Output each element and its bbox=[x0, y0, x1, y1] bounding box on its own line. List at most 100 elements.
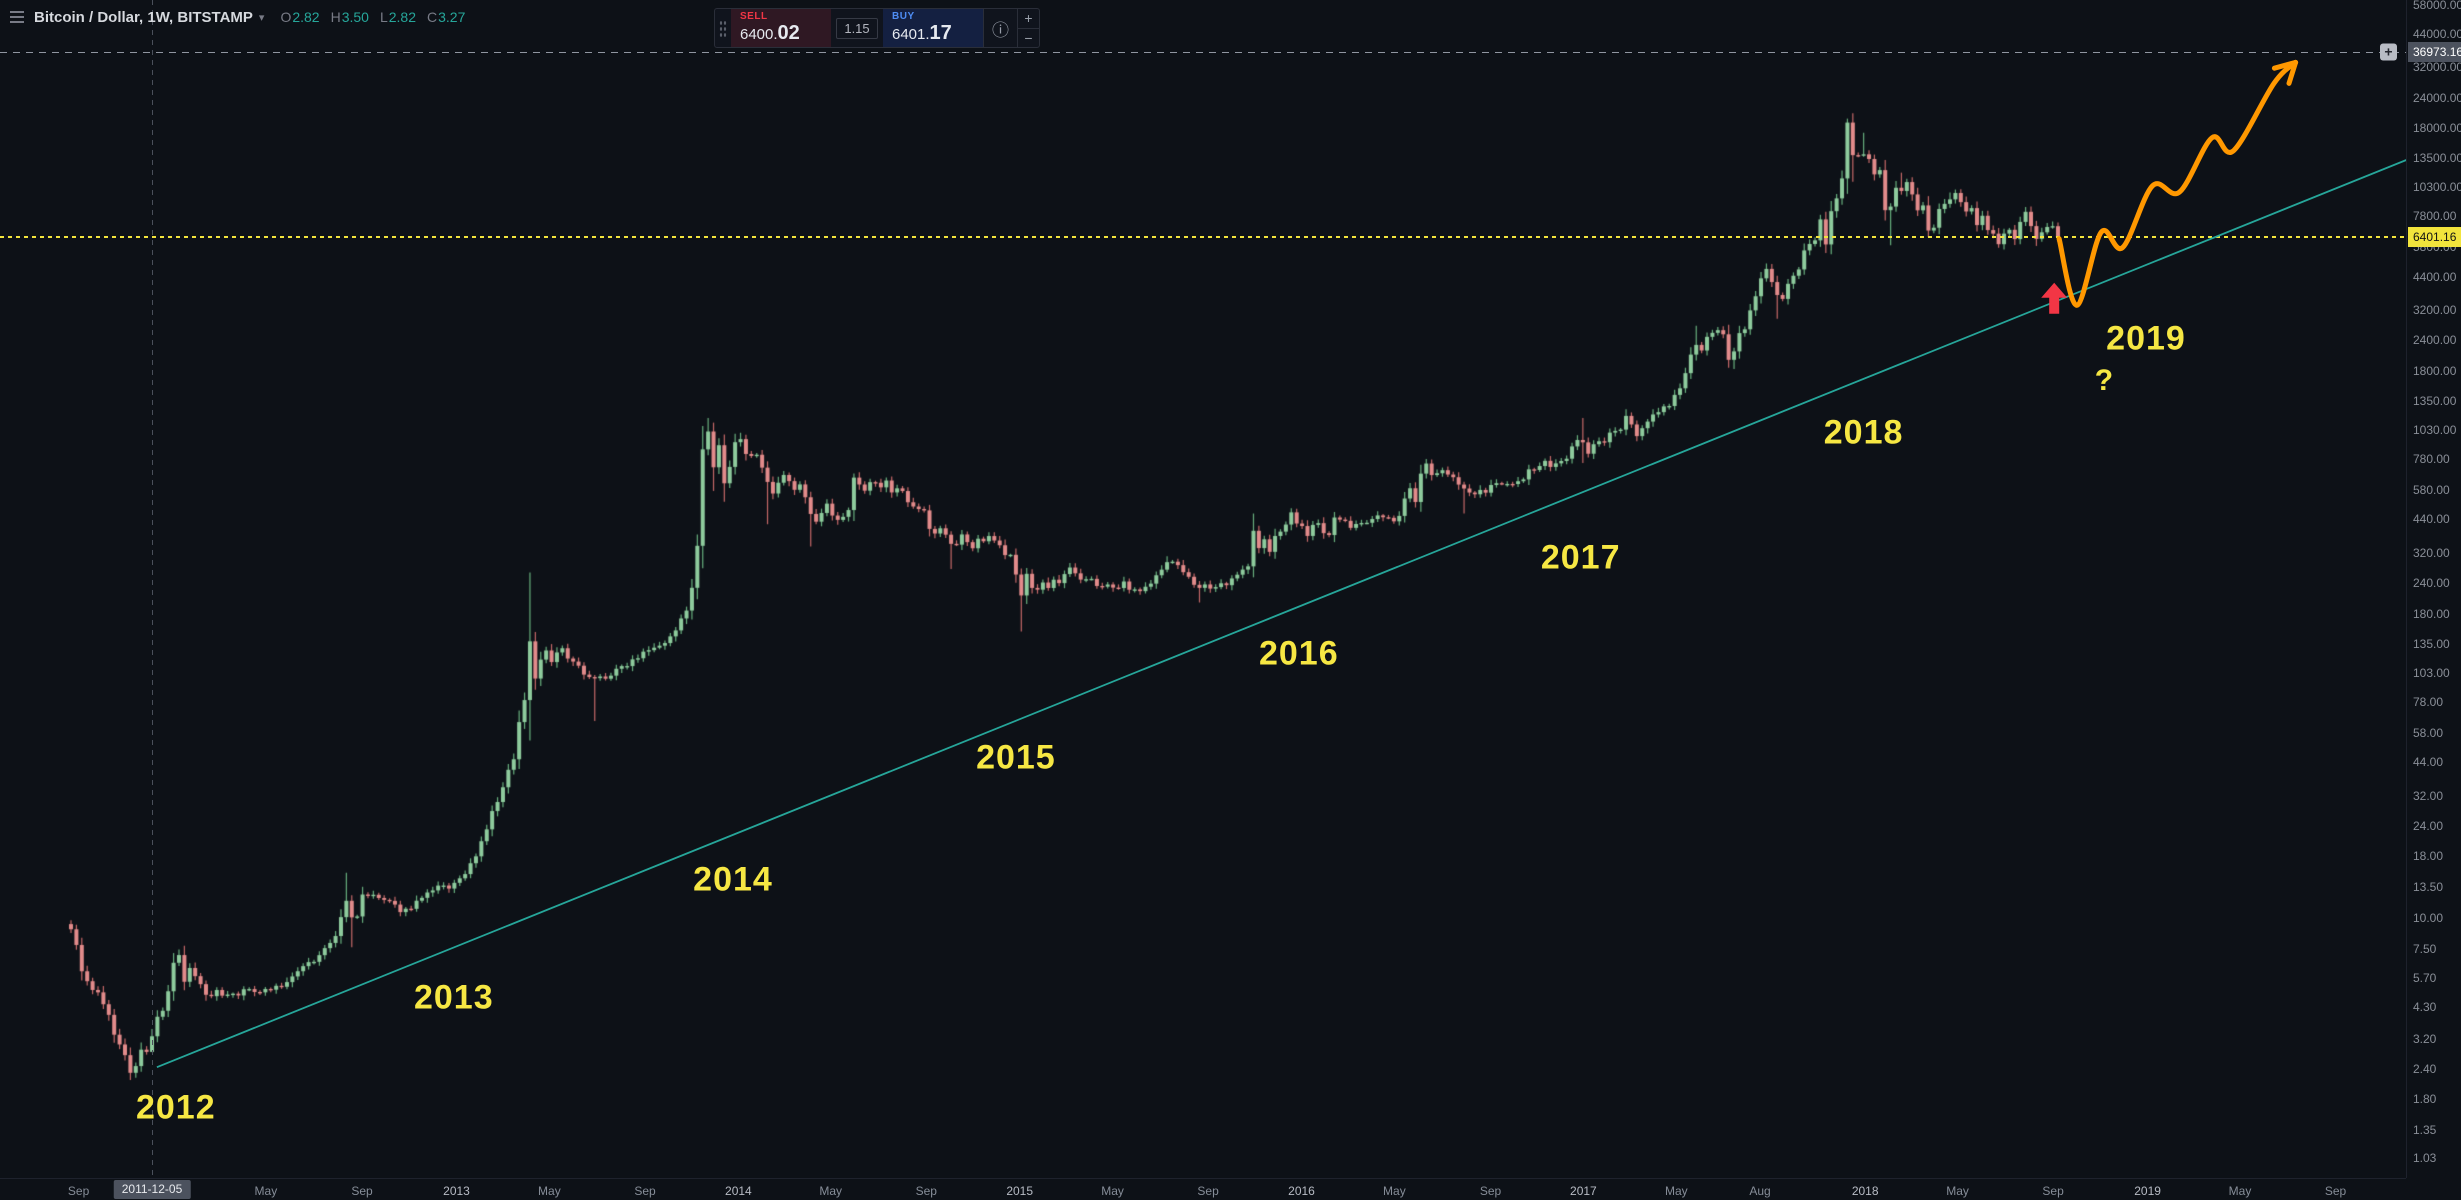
chart-menu-icon[interactable] bbox=[10, 11, 24, 23]
chart-pane[interactable]: + Bitcoin / Dollar, 1W, BITSTAMP ▾ O2.82… bbox=[0, 0, 2406, 1178]
time-axis-tick: May bbox=[819, 1184, 843, 1198]
time-axis-tick: Sep bbox=[2042, 1184, 2064, 1198]
time-axis-tick: 2016 bbox=[1288, 1184, 1315, 1198]
time-axis-tick: May bbox=[538, 1184, 561, 1198]
time-axis-tick: 2019 bbox=[2134, 1184, 2161, 1198]
price-axis-tick: 24000.00 bbox=[2413, 90, 2461, 105]
time-axis-tick: Sep bbox=[915, 1184, 937, 1198]
price-axis-tick: 78.00 bbox=[2413, 694, 2444, 709]
price-axis-tick: 4.30 bbox=[2413, 1000, 2437, 1015]
spread-value: 1.15 bbox=[836, 17, 878, 39]
current-price-line bbox=[0, 236, 2406, 238]
ohlc-high: H3.50 bbox=[330, 9, 369, 25]
time-axis-tick: Sep bbox=[634, 1184, 656, 1198]
ohlc-open: O2.82 bbox=[280, 9, 320, 25]
year-annotation[interactable]: 2013 bbox=[413, 978, 494, 1017]
price-axis-tick: 10300.00 bbox=[2413, 179, 2461, 194]
current-price-label: 6401.16 bbox=[2408, 227, 2461, 247]
price-axis-tick: 1.35 bbox=[2413, 1122, 2437, 1137]
price-axis-tick: 103.00 bbox=[2413, 665, 2450, 680]
sell-label: SELL bbox=[740, 10, 768, 22]
price-axis-tick: 320.00 bbox=[2413, 545, 2450, 560]
price-axis-tick: 3200.00 bbox=[2413, 303, 2457, 318]
time-axis-tick: May bbox=[1101, 1184, 1124, 1198]
time-axis-tick: 2015 bbox=[1006, 1184, 1034, 1198]
time-axis-tick: Sep bbox=[2324, 1184, 2347, 1198]
price-axis-tick: 1.80 bbox=[2413, 1092, 2437, 1107]
trade-widget: SELL 6400.02 1.15 BUY 6401.17 ⓘ + − bbox=[714, 8, 1040, 48]
time-axis-tick: Sep bbox=[1479, 1184, 1502, 1198]
info-icon[interactable]: ⓘ bbox=[983, 9, 1017, 47]
buy-price: 6401.17 bbox=[892, 21, 952, 44]
widget-stepper: + − bbox=[1017, 9, 1039, 47]
price-axis-tick: 2400.00 bbox=[2413, 333, 2457, 348]
projection-arrow[interactable] bbox=[2056, 59, 2299, 308]
year-annotation[interactable]: 2014 bbox=[693, 860, 773, 899]
price-axis-tick: 7800.00 bbox=[2413, 209, 2457, 224]
trendline[interactable] bbox=[156, 138, 2406, 1069]
time-axis[interactable]: 2011-12-05 Sep May Sep 2013 May Sep 2014 May Sep… bbox=[0, 1178, 2406, 1200]
price-axis[interactable]: 36973.16 6401.16 58000.00 44000.00 32000.0… bbox=[2406, 0, 2461, 1178]
price-axis-tick: 1800.00 bbox=[2413, 363, 2457, 378]
price-axis-tick: 4400.00 bbox=[2413, 269, 2457, 284]
chevron-down-icon[interactable]: ▾ bbox=[258, 11, 265, 24]
collapse-minus-button[interactable]: − bbox=[1024, 29, 1033, 46]
projection-arrowhead bbox=[2271, 59, 2299, 71]
sell-price: 6400.02 bbox=[740, 21, 800, 44]
price-axis-tick: 7.50 bbox=[2413, 941, 2437, 956]
horizontal-level-line[interactable] bbox=[0, 52, 2406, 53]
price-axis-tick: 240.00 bbox=[2413, 576, 2450, 591]
ohlc-readout: O2.82 H3.50 L2.82 C3.27 bbox=[280, 9, 465, 25]
time-axis-tick: May bbox=[2228, 1184, 2252, 1198]
time-axis-tick: 2013 bbox=[443, 1184, 470, 1198]
price-axis-tick: 10.00 bbox=[2413, 911, 2444, 926]
symbol-legend: Bitcoin / Dollar, 1W, BITSTAMP ▾ O2.82 H… bbox=[10, 6, 465, 28]
year-annotation[interactable]: 2012 bbox=[135, 1088, 216, 1127]
time-axis-tick: May bbox=[1946, 1184, 1969, 1198]
question-annotation[interactable]: ? bbox=[2094, 364, 2114, 398]
buy-label: BUY bbox=[892, 10, 915, 22]
year-annotation[interactable]: 2019 bbox=[2106, 319, 2186, 358]
annotations-overlay bbox=[156, 59, 2406, 1069]
spread-indicator: 1.15 bbox=[831, 9, 883, 47]
price-axis-tick: 24.00 bbox=[2413, 819, 2444, 834]
price-axis-tick: 58.00 bbox=[2413, 726, 2444, 740]
expand-plus-button[interactable]: + bbox=[1018, 9, 1039, 29]
price-axis-tick: 18000.00 bbox=[2413, 120, 2461, 135]
price-axis-tick: 440.00 bbox=[2413, 512, 2450, 527]
price-axis-tick: 5.70 bbox=[2413, 970, 2437, 985]
price-axis-tick: 580.00 bbox=[2413, 483, 2450, 498]
buy-button[interactable]: BUY 6401.17 bbox=[883, 9, 983, 47]
ohlc-close: C3.27 bbox=[427, 9, 466, 25]
price-axis-tick: 13.50 bbox=[2413, 879, 2444, 894]
up-arrow-marker[interactable] bbox=[2041, 282, 2068, 314]
year-annotation[interactable]: 2016 bbox=[1258, 634, 1339, 673]
time-axis-tick: Sep bbox=[67, 1184, 90, 1198]
price-axis-tick: 58000.00 bbox=[2413, 0, 2461, 12]
price-axis-tick: 180.00 bbox=[2413, 606, 2450, 621]
time-axis-tick: May bbox=[1383, 1184, 1406, 1198]
ohlc-low: L2.82 bbox=[379, 9, 416, 25]
price-axis-tick: 32000.00 bbox=[2413, 60, 2461, 75]
price-level-plus-button[interactable]: + bbox=[2380, 43, 2397, 61]
time-axis-tick: Sep bbox=[1197, 1184, 1219, 1198]
symbol-title[interactable]: Bitcoin / Dollar, 1W, BITSTAMP bbox=[34, 8, 253, 26]
level-price-label: 36973.16 bbox=[2408, 42, 2461, 62]
time-axis-tick: Aug bbox=[1749, 1184, 1771, 1198]
price-axis-tick: 1.03 bbox=[2413, 1151, 2437, 1166]
projection-arrowhead bbox=[2286, 59, 2299, 86]
time-axis-tick: 2017 bbox=[1570, 1184, 1597, 1198]
drag-handle-icon[interactable] bbox=[715, 9, 731, 47]
year-annotation[interactable]: 2017 bbox=[1540, 538, 1621, 577]
price-axis-tick: 1350.00 bbox=[2413, 394, 2457, 409]
price-axis-tick: 44.00 bbox=[2413, 755, 2444, 770]
year-annotation[interactable]: 2018 bbox=[1823, 413, 1904, 452]
time-axis-tick: Sep bbox=[351, 1184, 373, 1198]
candlestick-chart-canvas[interactable] bbox=[0, 0, 2406, 1178]
sell-button[interactable]: SELL 6400.02 bbox=[731, 9, 831, 47]
price-axis-tick: 13500.00 bbox=[2413, 151, 2461, 166]
price-axis-tick: 18.00 bbox=[2413, 849, 2444, 864]
crosshair-date-label: 2011-12-05 bbox=[113, 1180, 191, 1199]
year-annotation[interactable]: 2015 bbox=[976, 738, 1056, 777]
